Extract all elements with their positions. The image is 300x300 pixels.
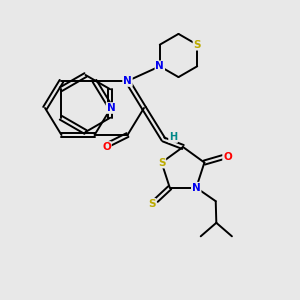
Text: N: N <box>155 61 164 71</box>
Text: S: S <box>194 40 201 50</box>
Text: S: S <box>148 199 155 209</box>
Text: O: O <box>223 152 232 162</box>
Text: O: O <box>102 142 111 152</box>
Text: N: N <box>192 183 201 193</box>
Text: N: N <box>106 103 116 113</box>
Text: S: S <box>158 158 165 167</box>
Text: H: H <box>169 132 177 142</box>
Text: N: N <box>123 76 132 86</box>
